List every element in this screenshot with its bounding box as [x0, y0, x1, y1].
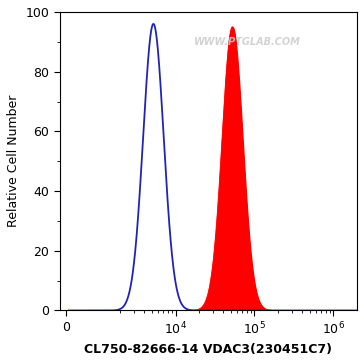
X-axis label: CL750-82666-14 VDAC3(230451C7): CL750-82666-14 VDAC3(230451C7): [84, 343, 332, 356]
Y-axis label: Relative Cell Number: Relative Cell Number: [7, 95, 20, 227]
Text: WWW.PTGLAB.COM: WWW.PTGLAB.COM: [194, 37, 301, 47]
